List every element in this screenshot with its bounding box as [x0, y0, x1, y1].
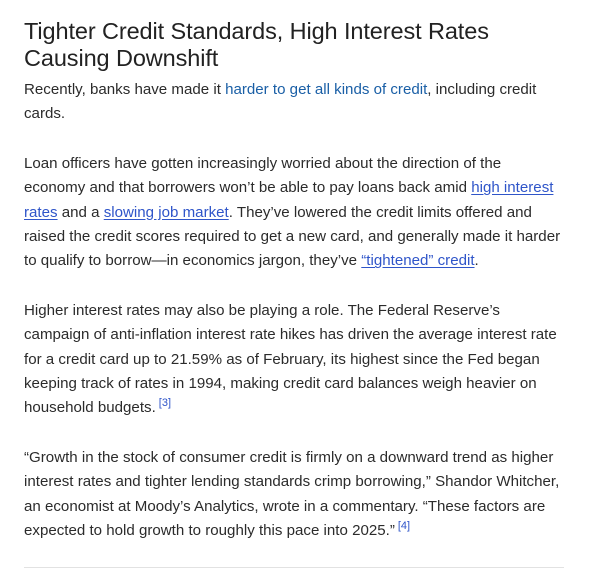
paragraph-text: Loan officers have gotten increasingly w…: [24, 154, 502, 197]
paragraph-text: “Growth in the stock of consumer credit …: [24, 448, 560, 540]
paragraph-text: .: [474, 252, 479, 270]
footnote-3-link[interactable]: [3]: [158, 397, 171, 410]
intro-text-end: , including credit cards.: [24, 81, 537, 123]
loan-officers-paragraph: Loan officers have gotten increasingly w…: [24, 152, 565, 274]
article-section: Tighter Credit Standards, High Interest …: [24, 18, 565, 544]
paragraph-text: Higher interest rates may also be playin…: [24, 301, 557, 417]
section-heading: Tighter Credit Standards, High Interest …: [24, 18, 489, 71]
footnote-ref-3: [3]: [159, 397, 171, 409]
quote-paragraph: “Growth in the stock of consumer credit …: [24, 446, 565, 544]
paragraph-text: . They’ve lowered the credit limits offe…: [24, 203, 561, 270]
interest-rates-paragraph: Higher interest rates may also be playin…: [24, 299, 565, 421]
footnote-ref-4: [4]: [398, 520, 410, 532]
section-divider: [24, 567, 564, 568]
intro-paragraph: Recently, banks have made it harder to g…: [24, 78, 565, 127]
paragraph-text: and a: [57, 203, 104, 221]
tightened-credit-link[interactable]: “tightened” credit: [361, 252, 475, 270]
footnote-4-link[interactable]: [4]: [397, 520, 411, 533]
high-interest-rates-link[interactable]: high interest rates: [24, 179, 554, 221]
intro-text-start: Recently, banks have made it: [24, 81, 226, 98]
credit-harder-link[interactable]: harder to get all kinds of credit: [225, 81, 428, 98]
slowing-job-market-link[interactable]: slowing job market: [103, 203, 229, 221]
